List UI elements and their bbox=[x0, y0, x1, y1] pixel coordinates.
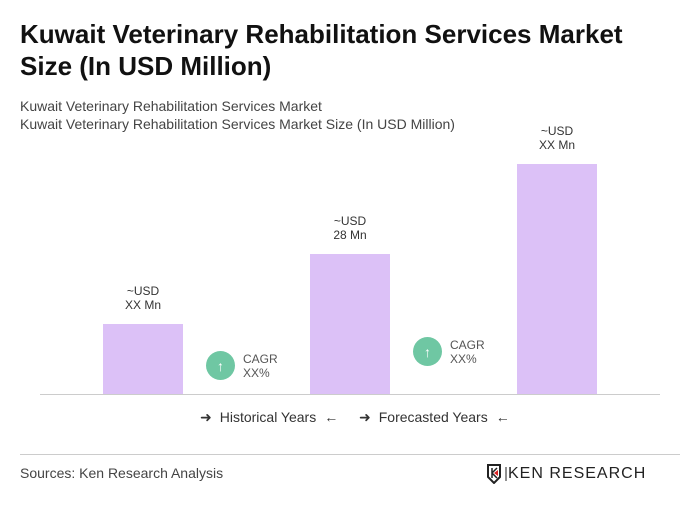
cagr-label: CAGR bbox=[450, 337, 485, 352]
bar bbox=[517, 164, 597, 394]
cagr-value: XX% bbox=[450, 351, 477, 366]
legend-label: Historical Years bbox=[219, 409, 317, 425]
arrow-left-icon: ← bbox=[324, 409, 339, 425]
cagr-label: CAGR bbox=[243, 351, 278, 366]
data-label: ~USD XX Mn bbox=[124, 284, 161, 312]
chart-title: Kuwait Veterinary Rehabilitation Service… bbox=[20, 19, 623, 81]
ken-research-logo: KEN RESEARCH bbox=[486, 464, 646, 484]
arrow-left-icon: ← bbox=[495, 409, 510, 425]
cagr-badge-2: ↑ CAGR XX% bbox=[413, 337, 485, 366]
arrow-right-icon: ➜ bbox=[200, 409, 212, 425]
data-label: ~USD 28 Mn bbox=[333, 214, 367, 242]
cagr-badge-1: ↑ CAGR XX% bbox=[206, 351, 278, 380]
arrow-right-icon: ➜ bbox=[359, 409, 371, 425]
data-label: ~USD XX Mn bbox=[538, 124, 575, 152]
arrow-up-icon: ↑ bbox=[206, 351, 235, 380]
divider bbox=[20, 454, 680, 455]
source-text: Sources: Ken Research Analysis bbox=[20, 465, 224, 481]
legend-historical: ➜ Historical Years ← bbox=[196, 409, 342, 426]
bar bbox=[310, 254, 390, 394]
x-axis-line bbox=[40, 394, 660, 395]
subtitle: Kuwait Veterinary Rehabilitation Service… bbox=[20, 98, 322, 114]
legend-label: Forecasted Years bbox=[378, 409, 488, 425]
arrow-up-icon: ↑ bbox=[413, 337, 442, 366]
cagr-value: XX% bbox=[243, 365, 270, 380]
legend-forecasted: ➜ Forecasted Years ← bbox=[355, 409, 514, 426]
logo-text: KEN RESEARCH bbox=[508, 465, 647, 482]
logo-mark-icon bbox=[487, 464, 507, 484]
bar bbox=[103, 324, 183, 394]
subtitle-2: Kuwait Veterinary Rehabilitation Service… bbox=[20, 116, 455, 132]
